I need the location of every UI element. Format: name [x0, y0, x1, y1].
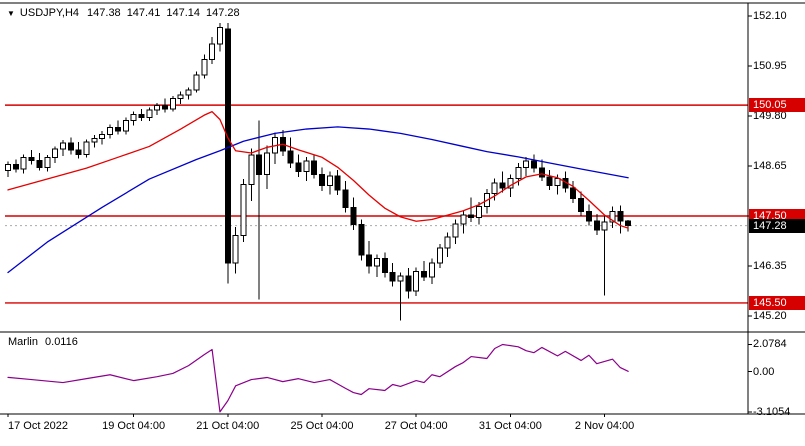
indicator-tick-label: 0.00: [753, 365, 775, 378]
symbol-timeframe: USDJPY,H4: [19, 7, 80, 19]
ohlc-open: 147.38: [87, 7, 121, 19]
ohlc-close: 147.28: [206, 7, 240, 19]
indicator-tick-label: -3.1054: [753, 405, 791, 418]
chart-header: ▼ USDJPY,H4 147.38 147.41 147.14 147.28: [7, 7, 246, 19]
indicator-name: Marlin: [8, 336, 38, 348]
indicator-value: 0.0116: [45, 336, 78, 348]
indicator-label: Marlin 0.0116: [8, 336, 82, 348]
time-tick-label: 31 Oct 04:00: [478, 420, 542, 432]
price-tick-label: 149.80: [753, 110, 787, 122]
current-price-badge: 147.28: [749, 218, 805, 233]
level-price-badge: 145.50: [749, 295, 805, 310]
time-tick-label: 21 Oct 04:00: [196, 420, 260, 432]
price-tick-label: 145.20: [753, 310, 787, 322]
time-tick-label: 17 Oct 2022: [8, 420, 68, 432]
price-tick-label: 150.95: [753, 60, 787, 72]
price-tick-label: 152.10: [753, 10, 787, 22]
time-tick-label: 27 Oct 04:00: [384, 420, 448, 432]
time-tick-label: 25 Oct 04:00: [290, 420, 354, 432]
time-tick-label: 2 Nov 04:00: [574, 420, 635, 432]
price-tick-label: 146.35: [753, 260, 787, 272]
ohlc-low: 147.14: [166, 7, 200, 19]
ohlc-high: 147.41: [126, 7, 161, 19]
chart-marker-icon[interactable]: ▼: [7, 8, 15, 18]
level-price-badge: 150.05: [749, 98, 805, 113]
indicator-tick-label: 2.0784: [753, 338, 787, 351]
time-tick-label: 19 Oct 04:00: [102, 420, 166, 432]
price-tick-label: 148.65: [753, 160, 787, 172]
